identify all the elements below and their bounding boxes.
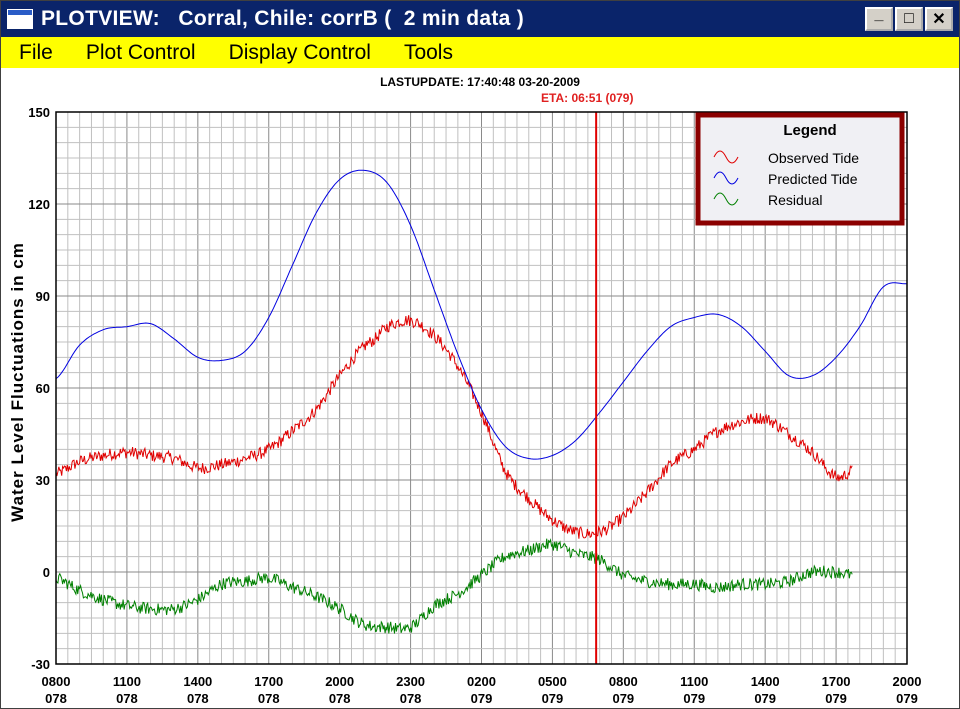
x-tick-label-day: 078 [400, 691, 422, 706]
x-tick-label-time: 1700 [822, 674, 851, 689]
legend-entry-label: Observed Tide [768, 150, 859, 166]
y-tick-label: 0 [43, 565, 50, 580]
y-tick-label: 30 [36, 473, 50, 488]
legend-title: Legend [783, 122, 836, 139]
x-tick-label-day: 078 [329, 691, 351, 706]
plot-frame [55, 111, 908, 665]
y-tick-label: 120 [28, 197, 50, 212]
menu-file[interactable]: File [19, 40, 53, 64]
window-title: PLOTVIEW: Corral, Chile: corrB ( 2 min d… [41, 7, 525, 30]
last-update-label: LASTUPDATE: 17:40:48 03-20-2009 [380, 75, 580, 89]
x-tick-label-time: 0800 [609, 674, 638, 689]
minimize-icon: _ [874, 6, 884, 23]
title-bar[interactable]: PLOTVIEW: Corral, Chile: corrB ( 2 min d… [1, 1, 959, 37]
x-tick-label-day: 078 [45, 691, 67, 706]
y-tick-label: 60 [36, 381, 50, 396]
x-tick-label-time: 2000 [893, 674, 922, 689]
x-tick-label-day: 078 [258, 691, 280, 706]
x-tick-label-day: 079 [754, 691, 776, 706]
close-button[interactable]: ✕ [925, 7, 953, 31]
x-tick-label-day: 079 [542, 691, 564, 706]
maximize-button[interactable]: □ [895, 7, 923, 31]
y-axis-label: Water Level Fluctuations in cm [8, 242, 27, 522]
x-tick-label-time: 1400 [751, 674, 780, 689]
y-tick-label: 150 [28, 105, 50, 120]
tide-chart[interactable]: -30 0 30 60 90 120 150 0800 078 1100 078 1400 078 170… [1, 68, 959, 708]
x-tick-label-time: 0200 [467, 674, 496, 689]
close-icon: ✕ [932, 11, 946, 28]
x-tick-label-time: 2300 [396, 674, 425, 689]
x-tick-label-time: 1100 [113, 674, 141, 689]
x-tick-label-time: 0800 [42, 674, 71, 689]
menu-display-control[interactable]: Display Control [228, 40, 371, 64]
y-tick-label: 90 [36, 289, 50, 304]
legend-entry-label: Predicted Tide [768, 171, 858, 187]
window-app-icon[interactable] [7, 9, 33, 29]
x-tick-label-day: 078 [116, 691, 138, 706]
x-tick-label-day: 079 [896, 691, 918, 706]
x-tick-label-time: 1400 [183, 674, 212, 689]
eta-label: ETA: 06:51 (079) [541, 91, 634, 105]
legend-entry-label: Residual [768, 192, 822, 208]
x-tick-label-time: 2000 [325, 674, 354, 689]
x-tick-label-time: 1100 [680, 674, 708, 689]
y-tick-label: -30 [31, 657, 50, 672]
legend-swatch [713, 150, 739, 164]
series-line-observed-tide [55, 315, 853, 539]
x-tick-label-day: 079 [825, 691, 847, 706]
menu-tools[interactable]: Tools [403, 40, 453, 64]
menu-bar: File Plot Control Display Control Tools [1, 37, 959, 68]
legend-swatch [713, 171, 739, 185]
legend-swatch [713, 192, 739, 206]
x-tick-label-day: 078 [187, 691, 209, 706]
x-tick-label-time: 1700 [254, 674, 283, 689]
x-tick-label-day: 079 [683, 691, 705, 706]
maximize-icon: □ [904, 10, 914, 27]
x-tick-label-day: 079 [471, 691, 493, 706]
series-line-predicted-tide [55, 169, 908, 460]
x-tick-label-day: 079 [612, 691, 634, 706]
minimize-button[interactable]: _ [865, 6, 893, 31]
menu-plot-control[interactable]: Plot Control [85, 40, 196, 64]
series-line-residual [55, 538, 853, 634]
x-tick-label-time: 0500 [538, 674, 567, 689]
